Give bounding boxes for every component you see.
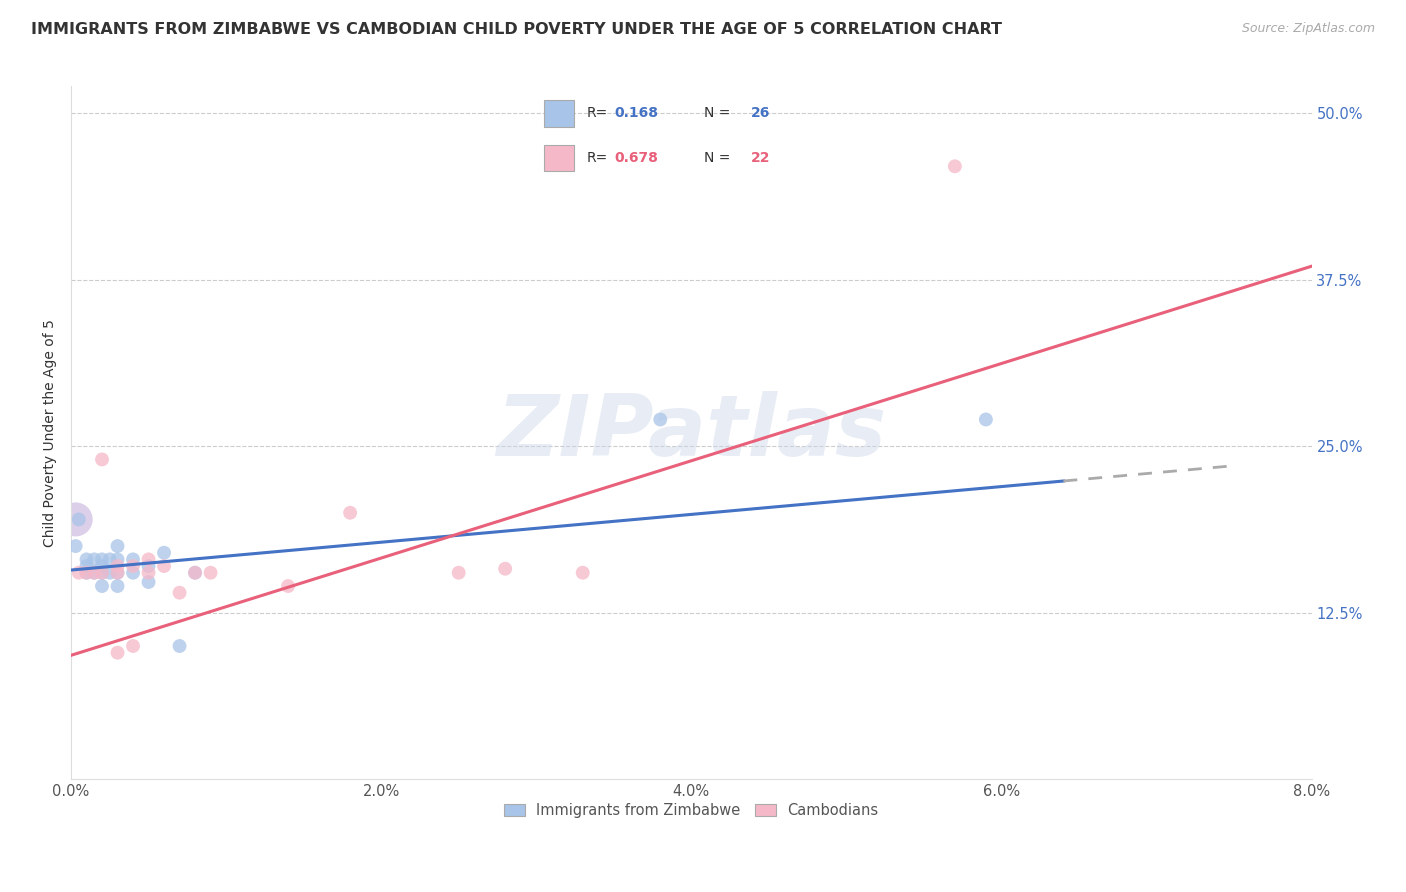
Point <box>83 566 105 580</box>
Point <box>122 559 145 574</box>
Point <box>138 552 160 566</box>
Point <box>277 579 299 593</box>
Point <box>943 159 966 173</box>
Text: IMMIGRANTS FROM ZIMBABWE VS CAMBODIAN CHILD POVERTY UNDER THE AGE OF 5 CORRELATI: IMMIGRANTS FROM ZIMBABWE VS CAMBODIAN CH… <box>31 22 1002 37</box>
Point <box>571 566 593 580</box>
Text: Source: ZipAtlas.com: Source: ZipAtlas.com <box>1241 22 1375 36</box>
Point <box>65 539 87 553</box>
FancyBboxPatch shape <box>544 145 575 171</box>
Point <box>107 552 129 566</box>
Point <box>83 552 105 566</box>
Point <box>138 559 160 574</box>
Point <box>184 566 207 580</box>
Point <box>107 566 129 580</box>
Point <box>169 585 191 599</box>
Point <box>67 512 90 526</box>
Point <box>65 512 87 526</box>
Point <box>447 566 470 580</box>
Point <box>76 552 98 566</box>
Point <box>91 566 114 580</box>
Point <box>138 566 160 580</box>
Text: N =: N = <box>704 106 731 120</box>
FancyBboxPatch shape <box>544 100 575 127</box>
Legend: Immigrants from Zimbabwe, Cambodians: Immigrants from Zimbabwe, Cambodians <box>498 797 884 824</box>
Point <box>122 639 145 653</box>
Text: R=: R= <box>586 106 609 120</box>
Point <box>494 562 516 576</box>
Point <box>107 566 129 580</box>
Point <box>98 566 121 580</box>
Point <box>107 559 129 574</box>
Point <box>122 566 145 580</box>
Point <box>91 579 114 593</box>
Text: ZIPatlas: ZIPatlas <box>496 392 886 475</box>
Point <box>339 506 361 520</box>
Text: 22: 22 <box>751 151 770 165</box>
Text: 0.678: 0.678 <box>614 151 658 165</box>
Point <box>184 566 207 580</box>
Point <box>153 546 176 560</box>
Point <box>107 539 129 553</box>
Text: 26: 26 <box>751 106 770 120</box>
Point <box>169 639 191 653</box>
Point <box>91 559 114 574</box>
Point <box>98 552 121 566</box>
Point <box>83 566 105 580</box>
Point <box>138 575 160 590</box>
Y-axis label: Child Poverty Under the Age of 5: Child Poverty Under the Age of 5 <box>44 318 58 547</box>
Point <box>200 566 222 580</box>
Point <box>107 579 129 593</box>
Point <box>650 412 672 426</box>
Point <box>76 559 98 574</box>
Point <box>107 646 129 660</box>
Text: R=: R= <box>586 151 609 165</box>
Point <box>153 559 176 574</box>
Point <box>91 452 114 467</box>
Point <box>91 552 114 566</box>
Point <box>974 412 997 426</box>
Point <box>67 566 90 580</box>
Text: N =: N = <box>704 151 731 165</box>
Point <box>76 566 98 580</box>
Text: 0.168: 0.168 <box>614 106 658 120</box>
Point <box>122 552 145 566</box>
Point <box>76 566 98 580</box>
Point <box>91 566 114 580</box>
